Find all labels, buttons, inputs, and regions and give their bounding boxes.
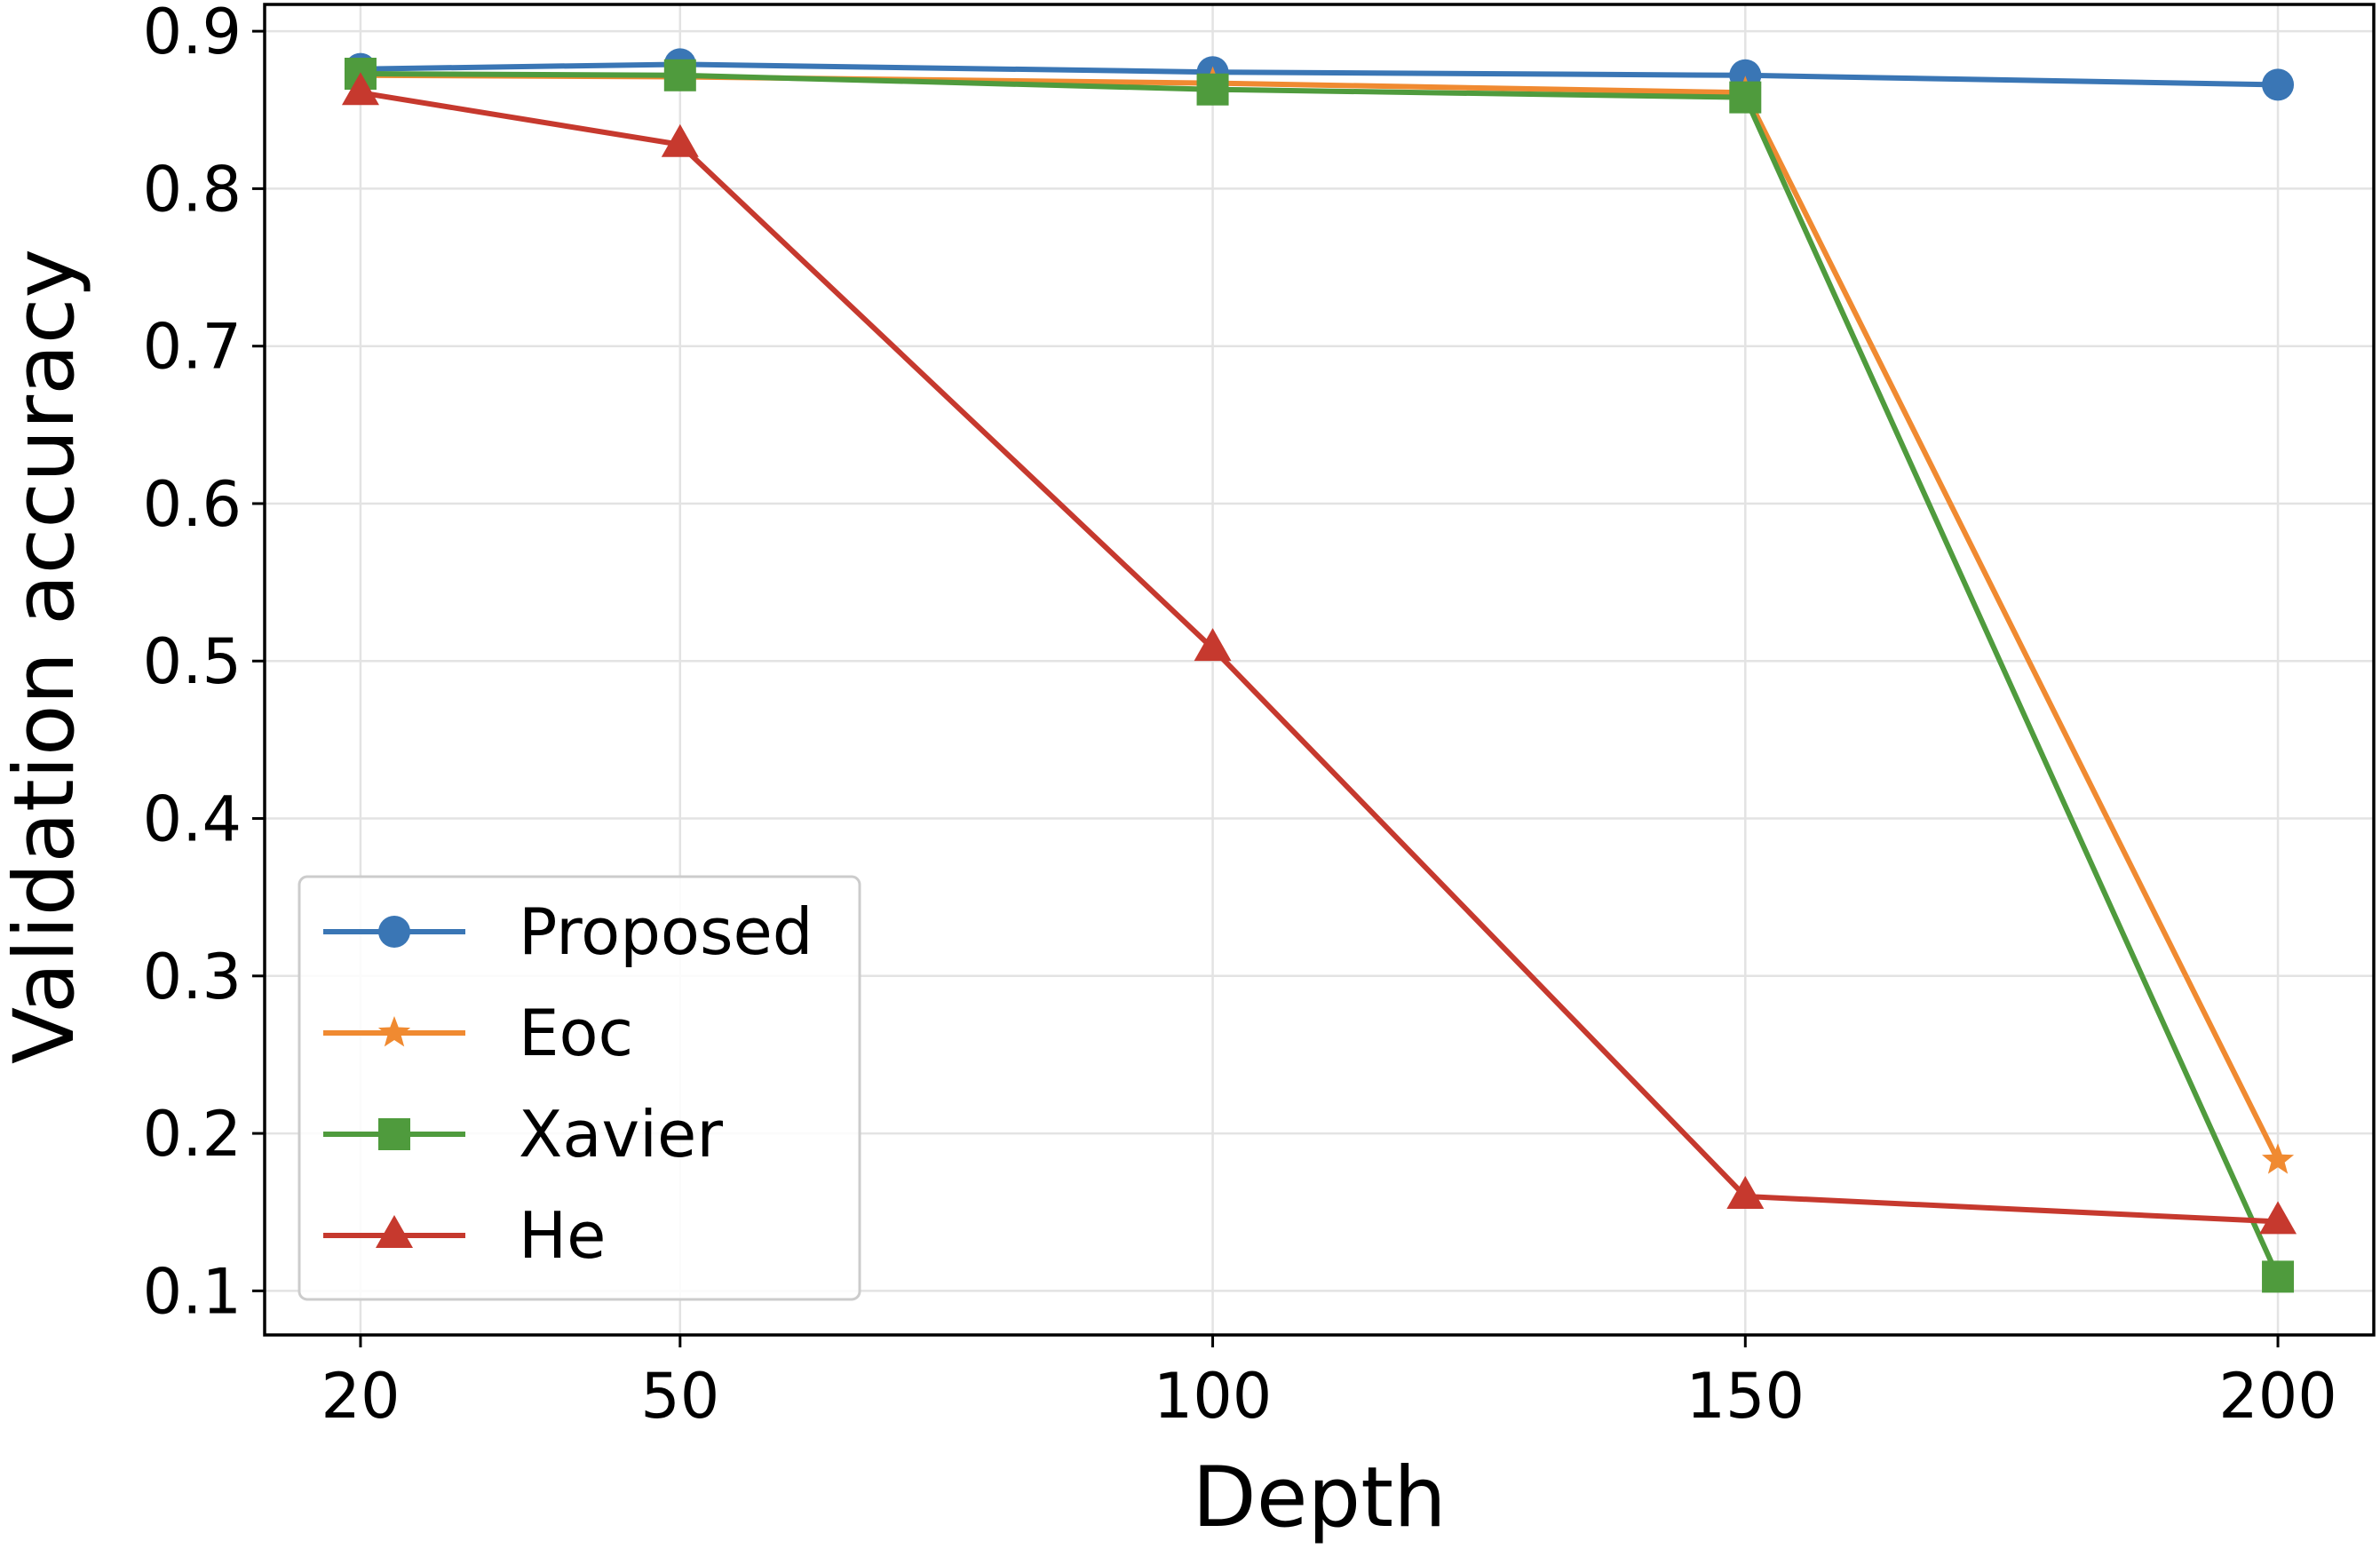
legend-marker-xavier — [378, 1118, 410, 1150]
x-tick-label: 100 — [1154, 1360, 1273, 1433]
x-tick-label: 200 — [2218, 1360, 2337, 1433]
x-tick-label: 150 — [1686, 1360, 1805, 1433]
y-tick-label: 0.7 — [143, 311, 242, 384]
series-he — [341, 72, 2297, 1235]
tick-layer: 20 50 100 150 200 0.1 0.2 0.3 0.4 0.5 0.6 0.7 0.8 0.9 — [143, 0, 2337, 1433]
data-point-he — [661, 123, 699, 157]
y-tick-label: 0.3 — [143, 941, 242, 1013]
legend-item-he: He — [323, 1198, 606, 1273]
y-tick-label: 0.2 — [143, 1098, 242, 1171]
y-tick-label: 0.9 — [143, 0, 242, 68]
data-point-proposed — [2262, 68, 2295, 101]
x-tick-label: 50 — [640, 1360, 719, 1433]
series-layer — [341, 48, 2297, 1293]
data-point-xavier — [1729, 81, 1762, 114]
data-point-he — [1194, 628, 1232, 662]
axes-frame — [263, 3, 2376, 1337]
legend-item-xavier: Xavier — [323, 1097, 723, 1172]
data-point-he — [1726, 1175, 1765, 1209]
legend-label-proposed: Proposed — [519, 894, 813, 969]
y-tick-label: 0.8 — [143, 153, 242, 226]
y-tick-label: 0.5 — [143, 625, 242, 698]
y-tick-label: 0.6 — [143, 468, 242, 541]
data-point-xavier — [2262, 1260, 2295, 1293]
legend-marker-he — [376, 1215, 413, 1248]
legend-label-eoc: Eoc — [519, 996, 633, 1070]
legend: Proposed Eoc Xavier He — [298, 875, 861, 1301]
x-axis-label: Depth — [1192, 1450, 1446, 1546]
legend-item-eoc: Eoc — [323, 996, 633, 1070]
legend-label-xavier: Xavier — [519, 1097, 723, 1172]
legend-frame — [298, 875, 861, 1301]
y-tick-label: 0.1 — [143, 1255, 242, 1328]
data-point-eoc — [2262, 1143, 2295, 1174]
legend-item-proposed: Proposed — [323, 894, 813, 969]
legend-marker-eoc — [377, 1016, 411, 1047]
x-tick-label: 20 — [321, 1360, 400, 1433]
data-point-he — [2259, 1201, 2297, 1235]
y-axis-label: Validation accuracy — [0, 249, 93, 1064]
data-point-xavier — [1196, 73, 1229, 106]
legend-marker-proposed — [378, 916, 410, 948]
y-tick-label: 0.4 — [143, 783, 242, 856]
data-point-xavier — [663, 59, 696, 91]
legend-label-he: He — [519, 1198, 606, 1273]
data-point-he — [341, 72, 379, 106]
